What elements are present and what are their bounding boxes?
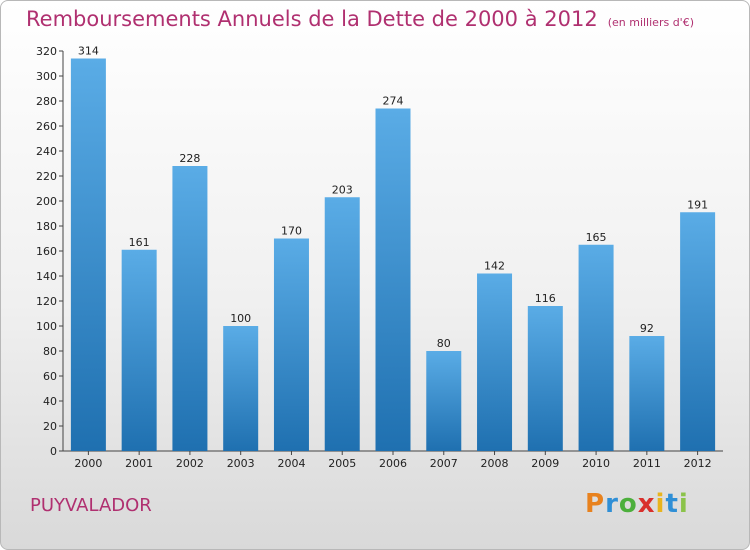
- location-name: PUYVALADOR: [30, 495, 152, 516]
- x-tick-label-2008: 2008: [481, 457, 509, 470]
- logo-letter: P: [585, 489, 606, 519]
- x-tick-label-2006: 2006: [379, 457, 407, 470]
- x-tick-label-2010: 2010: [582, 457, 610, 470]
- x-tick-label-2009: 2009: [531, 457, 559, 470]
- bar-2006: [375, 108, 411, 451]
- x-tick-label-2011: 2011: [633, 457, 661, 470]
- bar-2010: [578, 244, 614, 451]
- bar-2007: [426, 351, 462, 451]
- bar-2000: [70, 58, 106, 451]
- bar-2004: [273, 238, 309, 451]
- data-label-2010: 165: [586, 231, 607, 244]
- y-tick-label: 160: [36, 245, 57, 258]
- bar-2009: [527, 306, 563, 451]
- data-label-2005: 203: [332, 183, 353, 196]
- chart-title: Remboursements Annuels de la Dette de 20…: [26, 7, 694, 31]
- data-label-2009: 116: [535, 292, 556, 305]
- y-tick-label: 240: [36, 145, 57, 158]
- data-label-2006: 274: [383, 95, 404, 108]
- chart-unit: (en milliers d'€): [607, 16, 694, 29]
- y-tick-label: 260: [36, 120, 57, 133]
- bar-2005: [324, 197, 360, 451]
- x-tick-label-2001: 2001: [125, 457, 153, 470]
- x-tick-label-2003: 2003: [227, 457, 255, 470]
- logo-letter: i: [678, 489, 689, 519]
- y-tick-label: 320: [36, 45, 57, 58]
- logo-letter: t: [665, 489, 679, 519]
- y-tick-label: 120: [36, 295, 57, 308]
- y-tick-label: 200: [36, 195, 57, 208]
- proxiti-logo: Proxiti: [585, 489, 689, 519]
- data-label-2007: 80: [437, 337, 451, 350]
- data-label-2002: 228: [179, 152, 200, 165]
- y-tick-label: 60: [43, 370, 57, 383]
- y-tick-label: 100: [36, 320, 57, 333]
- x-tick-label-2000: 2000: [74, 457, 102, 470]
- logo-letter: i: [655, 489, 666, 519]
- x-tick-label-2004: 2004: [277, 457, 305, 470]
- y-tick-label: 0: [50, 445, 57, 458]
- y-tick-label: 300: [36, 70, 57, 83]
- data-label-2000: 314: [78, 45, 99, 58]
- bars: 314 2000 161 2001 228 2002 100 2003 170 2004 203 20…: [70, 45, 716, 470]
- x-tick-label-2007: 2007: [430, 457, 458, 470]
- logo-letter: r: [605, 489, 619, 519]
- data-label-2003: 100: [230, 312, 251, 325]
- bar-2002: [172, 166, 208, 451]
- axes: 0 20 40 60 80 100 120 140 160 180 200 220 240 260 280 3…: [36, 45, 723, 458]
- bar-2012: [680, 212, 716, 451]
- data-label-2001: 161: [129, 236, 150, 249]
- data-label-2011: 92: [640, 322, 654, 335]
- y-tick-label: 140: [36, 270, 57, 283]
- logo-letter: x: [637, 489, 656, 519]
- y-tick-label: 180: [36, 220, 57, 233]
- data-label-2004: 170: [281, 225, 302, 238]
- data-label-2008: 142: [484, 260, 505, 273]
- x-tick-label-2002: 2002: [176, 457, 204, 470]
- x-tick-label-2005: 2005: [328, 457, 356, 470]
- x-tick-label-2012: 2012: [684, 457, 712, 470]
- y-tick-label: 40: [43, 395, 57, 408]
- data-label-2012: 191: [687, 198, 708, 211]
- y-tick-label: 80: [43, 345, 57, 358]
- y-tick-label: 20: [43, 420, 57, 433]
- bar-2003: [223, 326, 259, 451]
- chart-title-text: Remboursements Annuels de la Dette de 20…: [26, 7, 598, 31]
- bar-2011: [629, 336, 665, 451]
- y-tick-label: 220: [36, 170, 57, 183]
- logo-letter: o: [618, 489, 638, 519]
- bar-2001: [121, 249, 157, 451]
- bar-2008: [477, 273, 513, 451]
- y-tick-label: 280: [36, 95, 57, 108]
